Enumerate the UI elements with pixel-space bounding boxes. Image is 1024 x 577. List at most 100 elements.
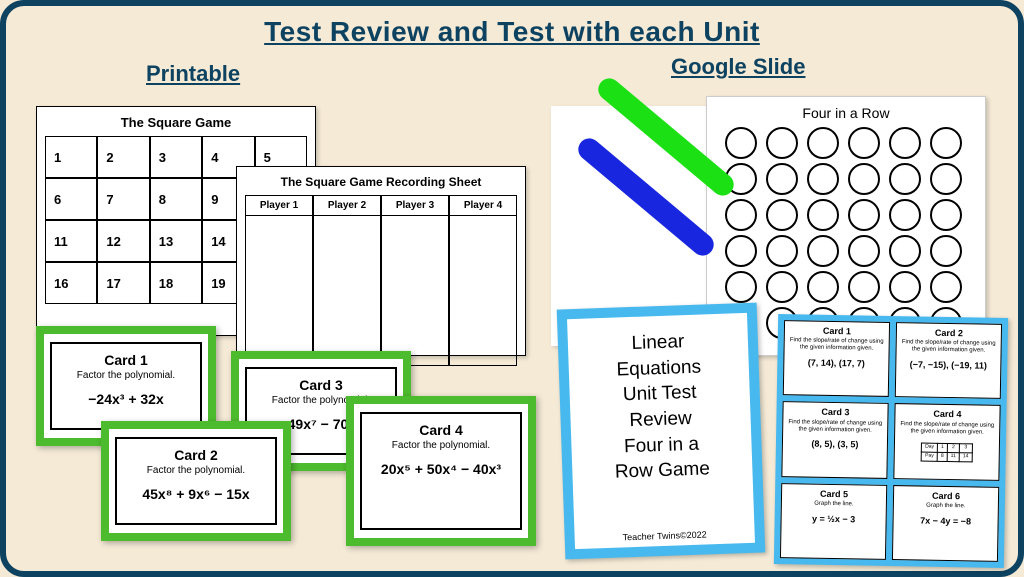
card-instruction: Find the slope/rate of change using the … (787, 338, 887, 354)
mini-cell: 3 (959, 444, 972, 453)
card-instruction: Graph the line. (784, 500, 884, 509)
recording-sheet: The Square Game Recording Sheet Player 1… (236, 166, 526, 356)
square-cell: 3 (150, 136, 202, 178)
card-formula: (8, 5), (3, 5) (785, 439, 885, 451)
card-formula: 7x − 4y = −8 (896, 515, 996, 527)
square-cell: 6 (45, 178, 97, 220)
game-circle (889, 235, 921, 267)
main-title: Test Review and Test with each Unit (6, 16, 1018, 48)
mini-cell: 1 (937, 444, 947, 453)
square-cell: 13 (150, 220, 202, 262)
mini-cell: Pay (921, 452, 937, 461)
copyright: Teacher Twins©2022 (583, 527, 747, 545)
game-circle (848, 271, 880, 303)
player-header: Player 3 (381, 195, 449, 216)
square-cell: 12 (97, 220, 149, 262)
card-instruction: Find the slope/rate of change using the … (899, 339, 999, 355)
card-instruction: Find the slope/rate of change using the … (785, 419, 885, 435)
card-instruction: Find the slope/rate of change using the … (897, 421, 997, 437)
card-title: Card 1 (56, 352, 196, 368)
game-circle (889, 127, 921, 159)
game-circle (766, 271, 798, 303)
card-title: Card 3 (251, 377, 391, 393)
card-title: Card 6 (896, 490, 996, 502)
card-title: Card 1 (787, 325, 887, 337)
player-header: Player 4 (449, 195, 517, 216)
square-cell: 2 (97, 136, 149, 178)
game-circle (930, 235, 962, 267)
game-circle (930, 163, 962, 195)
card-formula: (7, 14), (17, 7) (786, 357, 886, 369)
card-formula: y = ½x − 3 (784, 513, 884, 525)
player-header: Player 2 (313, 195, 381, 216)
game-circle (930, 127, 962, 159)
google-slide-section-title: Google Slide (671, 54, 805, 80)
card-instruction: Factor the polynomial. (56, 370, 196, 381)
mini-cell: 2 (947, 444, 959, 453)
game-circle (766, 163, 798, 195)
card-formula: 45x⁸ + 9x⁶ − 15x (121, 486, 271, 502)
card-title: Card 2 (899, 327, 999, 339)
green-card-2: Card 2 Factor the polynomial. 45x⁸ + 9x⁶… (101, 421, 291, 541)
game-circle (766, 127, 798, 159)
game-circle (807, 163, 839, 195)
game-circle (725, 127, 757, 159)
blue-cards-sheet: Card 1 Find the slope/rate of change usi… (774, 314, 1008, 568)
game-circle (766, 235, 798, 267)
game-circle (766, 199, 798, 231)
square-cell: 16 (45, 262, 97, 304)
game-circle (848, 163, 880, 195)
green-card-4: Card 4 Factor the polynomial. 20x⁵ + 50x… (346, 396, 536, 546)
square-cell: 17 (97, 262, 149, 304)
card-instruction: Factor the polynomial. (366, 440, 516, 451)
player-column (245, 216, 313, 366)
game-circle (807, 199, 839, 231)
game-circle (848, 199, 880, 231)
card-title: Card 3 (785, 406, 885, 418)
square-cell: 8 (150, 178, 202, 220)
linear-equations-title-card: Linear Equations Unit Test Review Four i… (557, 303, 766, 560)
blue-card-6: Card 6 Graph the line. 7x − 4y = −8 (892, 485, 999, 562)
game-circle (807, 127, 839, 159)
square-cell: 18 (150, 262, 202, 304)
mini-cell: 11 (947, 453, 959, 462)
blue-card-1: Card 1 Find the slope/rate of change usi… (783, 320, 890, 397)
game-circle (930, 271, 962, 303)
mini-cell: 14 (959, 453, 972, 462)
square-cell: 1 (45, 136, 97, 178)
card-title: Card 2 (121, 447, 271, 463)
mini-cell: Day (922, 443, 938, 452)
mini-table: Day123 Pay81114 (921, 443, 973, 462)
game-circle (889, 199, 921, 231)
card-title: Card 4 (366, 422, 516, 438)
player-column (381, 216, 449, 366)
mini-cell: 8 (937, 453, 947, 462)
title-line: Row Game (580, 455, 745, 486)
card-formula: (−7, −15), (−19, 11) (898, 359, 998, 371)
game-circle (848, 235, 880, 267)
square-cell: 7 (97, 178, 149, 220)
square-game-title: The Square Game (45, 115, 307, 130)
card-formula: −24x³ + 32x (56, 391, 196, 407)
game-circle (807, 271, 839, 303)
card-instruction: Factor the polynomial. (121, 465, 271, 476)
blue-card-5: Card 5 Graph the line. y = ½x − 3 (780, 483, 887, 560)
card-formula: 20x⁵ + 50x⁴ − 40x³ (366, 461, 516, 477)
blue-card-2: Card 2 Find the slope/rate of change usi… (895, 322, 1002, 399)
game-circle (807, 235, 839, 267)
recording-sheet-title: The Square Game Recording Sheet (245, 175, 517, 189)
player-column (313, 216, 381, 366)
square-cell: 11 (45, 220, 97, 262)
card-instruction: Graph the line. (896, 502, 996, 511)
recording-grid: Player 1Player 2Player 3Player 4 (245, 195, 517, 366)
four-in-a-row-title: Four in a Row (715, 105, 977, 121)
player-column (449, 216, 517, 366)
blue-card-4: Card 4 Find the slope/rate of change usi… (893, 403, 1000, 480)
game-circle (930, 199, 962, 231)
printable-section-title: Printable (146, 61, 240, 87)
card-title: Card 4 (897, 408, 997, 420)
player-header: Player 1 (245, 195, 313, 216)
game-circle (725, 199, 757, 231)
card-title: Card 5 (784, 488, 884, 500)
game-circle (889, 163, 921, 195)
